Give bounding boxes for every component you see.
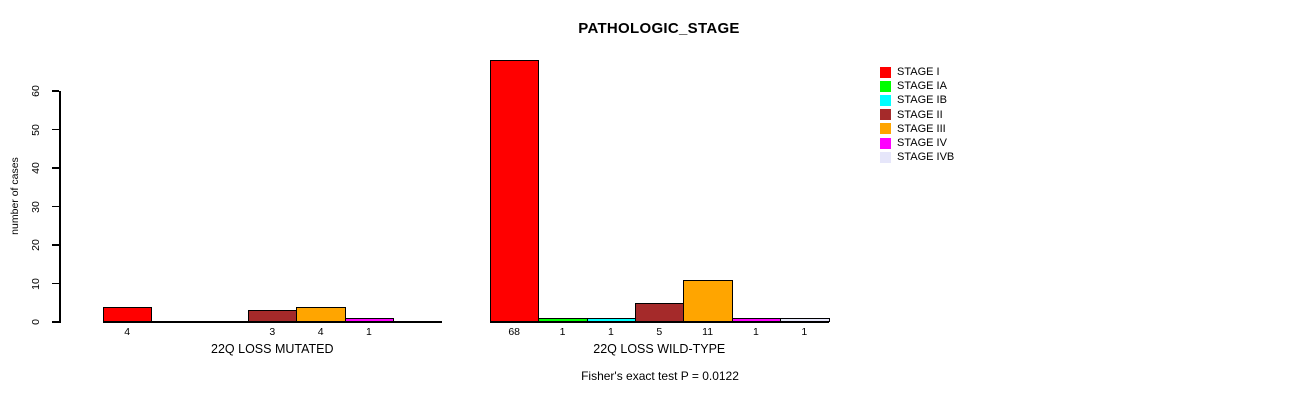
bar-count-label: 1 bbox=[753, 326, 759, 338]
bar-count-label: 11 bbox=[702, 326, 714, 338]
legend-item: STAGE III bbox=[880, 122, 954, 136]
legend-label: STAGE IA bbox=[897, 80, 947, 93]
y-axis-tick bbox=[52, 282, 59, 285]
y-axis-tick-label: 0 bbox=[30, 319, 42, 325]
bar-stage-i bbox=[103, 307, 153, 322]
group-label: 22Q LOSS WILD-TYPE bbox=[593, 342, 726, 356]
legend-item: STAGE IVB bbox=[880, 150, 954, 164]
legend-swatch-icon bbox=[880, 151, 891, 163]
y-axis-tick bbox=[52, 244, 59, 246]
legend-item: STAGE I bbox=[880, 65, 954, 79]
bar-stage-ivb bbox=[780, 318, 830, 322]
legend-swatch-icon bbox=[880, 80, 891, 92]
y-axis-tick bbox=[52, 321, 59, 323]
bar-count-label: 4 bbox=[317, 326, 324, 338]
bar-stage-ii bbox=[635, 303, 685, 322]
bar-stage-iii bbox=[683, 280, 733, 322]
y-axis-tick-label: 40 bbox=[30, 162, 42, 174]
bar-stage-iv bbox=[344, 318, 395, 322]
bar-stage-ii bbox=[248, 310, 298, 322]
legend-swatch-icon bbox=[880, 66, 891, 78]
bar-count-label: 68 bbox=[508, 326, 521, 338]
legend-label: STAGE IV bbox=[897, 137, 947, 150]
legend-item: STAGE II bbox=[880, 108, 954, 122]
y-axis-tick bbox=[52, 205, 59, 208]
legend-label: STAGE II bbox=[897, 108, 943, 121]
y-axis-line bbox=[59, 91, 61, 323]
y-axis-tick bbox=[52, 90, 59, 92]
bar-count-label: 1 bbox=[607, 326, 614, 338]
y-axis-tick-label: 50 bbox=[30, 123, 42, 136]
bar-count-label: 3 bbox=[269, 326, 276, 338]
bar-stage-iv bbox=[731, 318, 782, 322]
legend-label: STAGE IVB bbox=[897, 151, 955, 164]
group-label: 22Q LOSS MUTATED bbox=[211, 342, 334, 356]
y-axis-tick-label: 60 bbox=[30, 85, 42, 97]
bar-count-label: 1 bbox=[801, 326, 808, 338]
bar-count-label: 5 bbox=[656, 326, 663, 338]
legend-label: STAGE I bbox=[897, 66, 940, 79]
fisher-test-annotation: Fisher's exact test P = 0.0122 bbox=[581, 369, 739, 383]
legend-swatch-icon bbox=[880, 123, 891, 135]
bar-count-label: 1 bbox=[366, 326, 372, 338]
legend-swatch-icon bbox=[880, 137, 891, 149]
legend-swatch-icon bbox=[880, 109, 891, 121]
y-axis-tick-label: 10 bbox=[30, 277, 42, 290]
legend-item: STAGE IA bbox=[880, 79, 954, 93]
legend-item: STAGE IV bbox=[880, 136, 954, 150]
bar-count-label: 4 bbox=[124, 326, 131, 338]
legend-swatch-icon bbox=[880, 94, 891, 106]
bar-count-label: 1 bbox=[559, 326, 566, 338]
legend-label: STAGE IB bbox=[897, 94, 947, 107]
bar-stage-ib bbox=[586, 318, 637, 322]
bar-stage-i bbox=[490, 60, 540, 322]
legend-item: STAGE IB bbox=[880, 93, 954, 107]
y-axis-tick-label: 20 bbox=[30, 239, 42, 251]
y-axis-tick bbox=[52, 167, 59, 169]
bar-stage-ia bbox=[538, 318, 588, 322]
y-axis-tick bbox=[52, 128, 59, 131]
y-axis-tick-label: 30 bbox=[30, 200, 42, 213]
legend-label: STAGE III bbox=[897, 122, 946, 135]
bar-stage-iii bbox=[296, 307, 346, 322]
chart-title: PATHOLOGIC_STAGE bbox=[578, 20, 740, 37]
legend: STAGE I STAGE IA STAGE IB STAGE II STAGE III… bbox=[880, 65, 954, 164]
